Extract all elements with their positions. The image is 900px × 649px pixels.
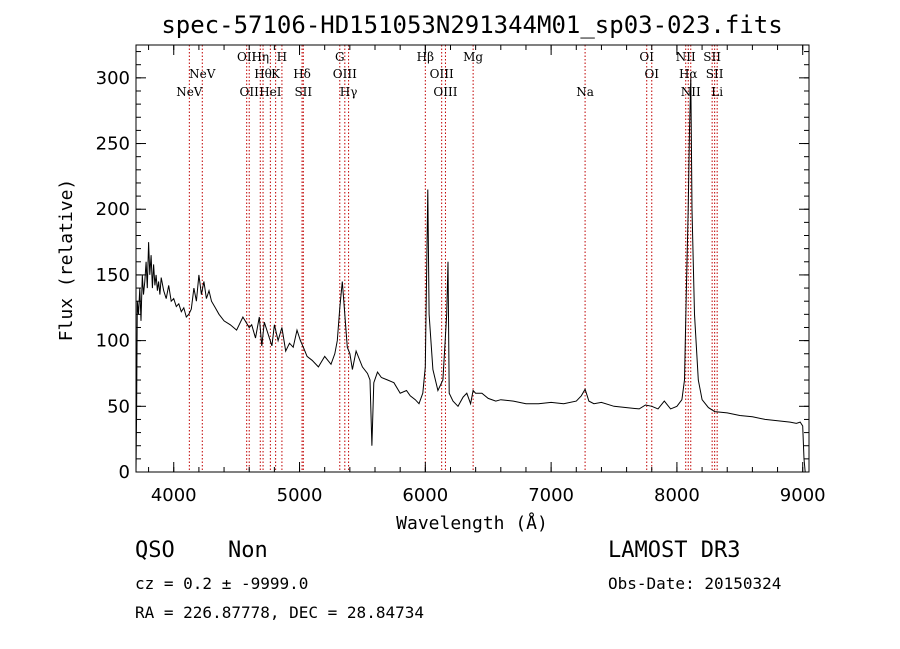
- line-label: OII: [237, 50, 257, 64]
- survey-name: LAMOST DR3: [608, 538, 741, 563]
- line-label: K: [271, 67, 281, 81]
- y-tick-label: 0: [119, 462, 130, 483]
- x-axis-label: Wavelength (Å): [396, 512, 548, 534]
- y-axis-label: Flux (relative): [56, 179, 77, 342]
- spectrum-line: [135, 77, 806, 473]
- y-tick-label: 200: [96, 199, 130, 220]
- line-label: Mg: [463, 50, 483, 64]
- x-tick-label: 8000: [654, 485, 700, 506]
- plot-frame: [135, 44, 810, 473]
- x-tick-label: 5000: [277, 485, 323, 506]
- obs-date: Obs-Date: 20150324: [608, 574, 782, 593]
- line-label: SII: [703, 50, 721, 64]
- line-label: OIII: [333, 67, 357, 81]
- ra-dec-coordinates: RA = 226.87778, DEC = 28.84734: [135, 603, 424, 622]
- x-tick-label: 4000: [151, 485, 197, 506]
- y-tick-label: 100: [96, 331, 130, 352]
- line-label: Hβ: [417, 50, 434, 64]
- line-label: NeV: [189, 67, 216, 81]
- line-label: NeV: [176, 85, 203, 99]
- line-label: OI: [644, 67, 659, 81]
- line-label: Hδ: [293, 67, 311, 81]
- y-tick-label: 150: [96, 265, 130, 286]
- line-label: OIII: [433, 85, 457, 99]
- line-label: OI: [639, 50, 654, 64]
- emission-line-labels: NeVNeVOIIOIIHηHθHeIKHHδSIIGOIIIHγHβOIIIO…: [176, 50, 724, 99]
- chart-title: spec-57106-HD151053N291344M01_sp03-023.f…: [161, 11, 782, 39]
- line-label: SII: [294, 85, 312, 99]
- line-label: Hγ: [340, 85, 358, 99]
- y-tick-label: 50: [107, 396, 130, 417]
- line-label: H: [277, 50, 287, 64]
- x-tick-label: 6000: [402, 485, 448, 506]
- line-label: Hα: [679, 67, 698, 81]
- redshift-cz: cz = 0.2 ± -9999.0: [135, 574, 309, 593]
- line-label: Li: [711, 85, 723, 99]
- object-subclass: Non: [228, 538, 268, 563]
- object-class: QSO: [135, 538, 175, 563]
- line-label: G: [335, 50, 345, 64]
- line-label: HeI: [259, 85, 282, 99]
- line-label: OIII: [430, 67, 454, 81]
- line-label: OII: [240, 85, 260, 99]
- emission-line-markers: [188, 45, 718, 472]
- line-label: NII: [676, 50, 696, 64]
- line-label: Hη: [251, 50, 269, 64]
- y-tick-label: 250: [96, 134, 130, 155]
- line-label: SII: [706, 67, 724, 81]
- x-tick-label: 9000: [780, 485, 826, 506]
- line-label: Hθ: [254, 67, 272, 81]
- y-tick-label: 300: [96, 68, 130, 89]
- line-label: Na: [576, 85, 594, 99]
- x-tick-label: 7000: [528, 485, 574, 506]
- axes: 4000 5000 6000 7000 8000 9000 0 50 100 150 200 250 3…: [96, 45, 826, 506]
